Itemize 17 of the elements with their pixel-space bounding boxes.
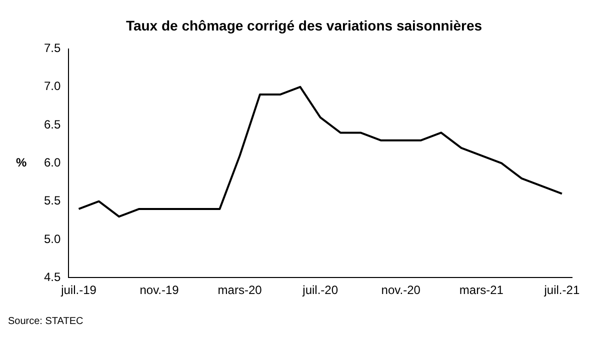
x-tick-label: juil.-21 [543, 283, 580, 298]
y-tick-label: 4.5 [44, 270, 61, 284]
y-tick-label: 6.0 [44, 156, 61, 170]
y-tick-label: 7.0 [44, 79, 61, 94]
chart-title: Taux de chômage corrigé des variations saisonnières [126, 17, 482, 34]
y-axis-title: % [16, 156, 27, 170]
y-tick-label: 7.5 [44, 41, 61, 56]
x-tick-label: nov.-19 [140, 283, 180, 298]
y-tick-label: 6.5 [44, 117, 61, 132]
x-tick-label: nov.-20 [381, 283, 421, 298]
x-tick-label: juil.-20 [302, 283, 338, 298]
x-tick-label: mars-21 [459, 283, 504, 298]
x-tick-label: mars-20 [218, 283, 262, 298]
y-tick-label: 5.5 [44, 194, 61, 208]
x-tick-label: juil.-19 [60, 283, 97, 298]
source-note: Source: STATEC [8, 316, 84, 327]
y-tick-label: 5.0 [44, 232, 61, 246]
